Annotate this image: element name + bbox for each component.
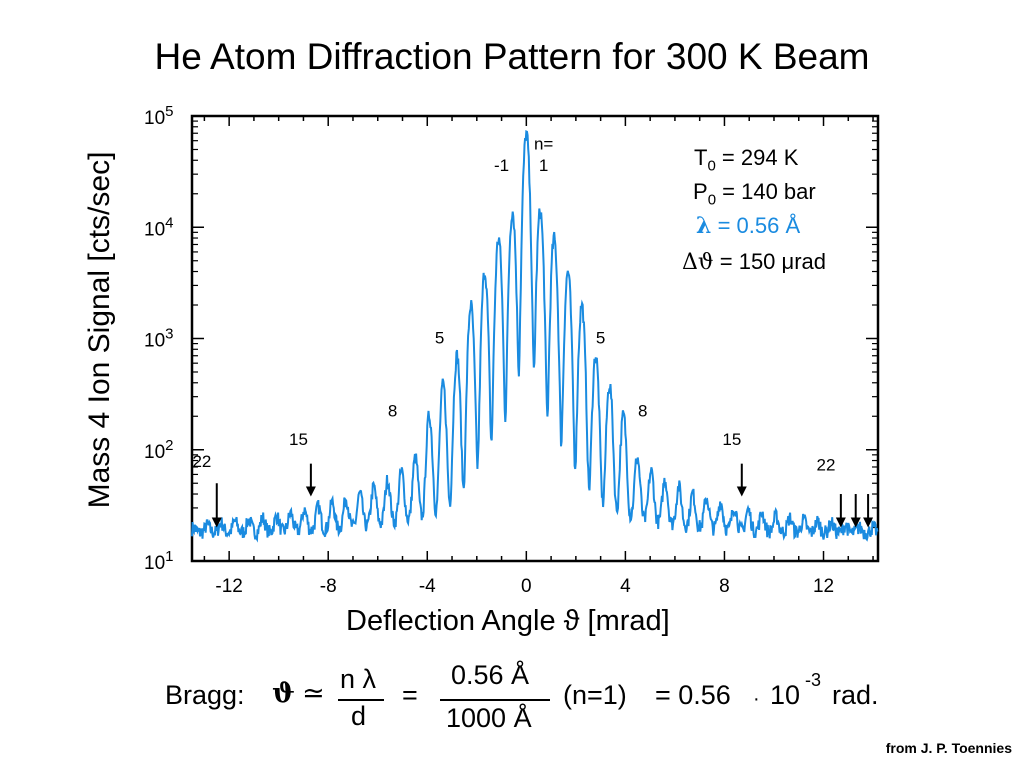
bragg-order: (n=1) [563,680,627,710]
order-arrow-head [736,486,747,497]
bragg-frac2-denominator: 1000 Å [446,703,532,733]
x-tick-label: -8 [320,576,337,597]
bragg-power-exponent: -3 [805,670,822,690]
param-p0-symbol: P [693,179,708,204]
param-t0: T0 = 294 K [694,145,798,174]
bragg-frac2-line [440,699,550,701]
x-tick-label: 0 [521,576,532,597]
param-dtheta: Δϑ = 150 μrad [682,249,826,275]
diffraction-signal-line [191,130,879,543]
peak-order-label: 5 [435,329,444,348]
x-tick-label: 12 [813,576,834,597]
x-tick-label: -12 [215,576,242,597]
y-tick-label: 103 [144,326,173,352]
peak-order-label: 8 [388,401,397,420]
bragg-unit: rad. [832,680,879,710]
order-arrow-head [835,517,846,528]
bragg-theta: ϑ [272,678,295,709]
bragg-dot: · [753,688,760,710]
bragg-prefix: Bragg: [165,680,245,710]
data-series [191,130,879,543]
y-tick-label: 102 [144,437,173,463]
param-t0-sub: 0 [707,157,716,175]
param-dtheta-symbol: Δϑ [682,250,714,275]
peak-order-label: 15 [289,430,308,449]
x-tick-label: 4 [620,576,631,597]
param-t0-symbol: T [694,145,708,170]
y-axis-label: Mass 4 Ion Signal [cts/sec] [83,151,116,509]
order-arrow-head [211,517,222,528]
peak-order-label: 15 [722,430,741,449]
peak-order-label: 1 [539,156,548,175]
y-tick-label: 105 [144,103,173,129]
param-p0-sub: 0 [707,191,717,209]
x-tick-label: 8 [719,576,730,597]
peak-order-label: 8 [638,401,647,420]
peak-order-label: n= [534,134,553,153]
credit-text: from J. P. Toennies [885,740,1012,756]
peak-order-label: 5 [596,329,605,348]
param-t0-value: = 294 K [721,145,799,170]
param-lambda-symbol: λ [696,213,712,239]
order-arrow-head [305,486,316,497]
order-arrow-head [850,517,861,528]
x-axis-label: Deflection Angle ϑ [mrad] [346,605,670,637]
bragg-frac2-numerator: 0.56 Å [451,660,530,690]
chart-title: He Atom Diffraction Pattern for 300 K Be… [154,36,870,77]
y-tick-label: 101 [144,548,173,574]
bragg-frac1-denominator: d [351,701,367,731]
bragg-equals: = [402,680,418,710]
order-arrow-head [863,517,874,528]
bragg-result: = 0.56 [655,680,731,710]
param-p0: P0 = 140 bar [693,179,816,208]
param-p0-value: = 140 bar [722,179,816,204]
x-tick-label: -4 [419,576,436,597]
y-tick-label: 104 [144,214,173,240]
bragg-approx: ≃ [302,678,325,709]
peak-order-label: 22 [817,456,836,475]
bragg-frac1-numerator: n λ [340,664,377,694]
bragg-frac1-line [338,699,384,701]
param-lambda-value: = 0.56 Å [717,213,801,238]
param-lambda: λ = 0.56 Å [696,213,800,239]
peak-order-label: 22 [192,452,211,471]
bragg-power-base: 10 [770,680,801,710]
param-dtheta-value: = 150 μrad [719,249,827,274]
peak-annotations: n= 1 -1 5 5 8 8 15 15 22 22 [192,134,874,528]
peak-order-label: -1 [494,156,509,175]
